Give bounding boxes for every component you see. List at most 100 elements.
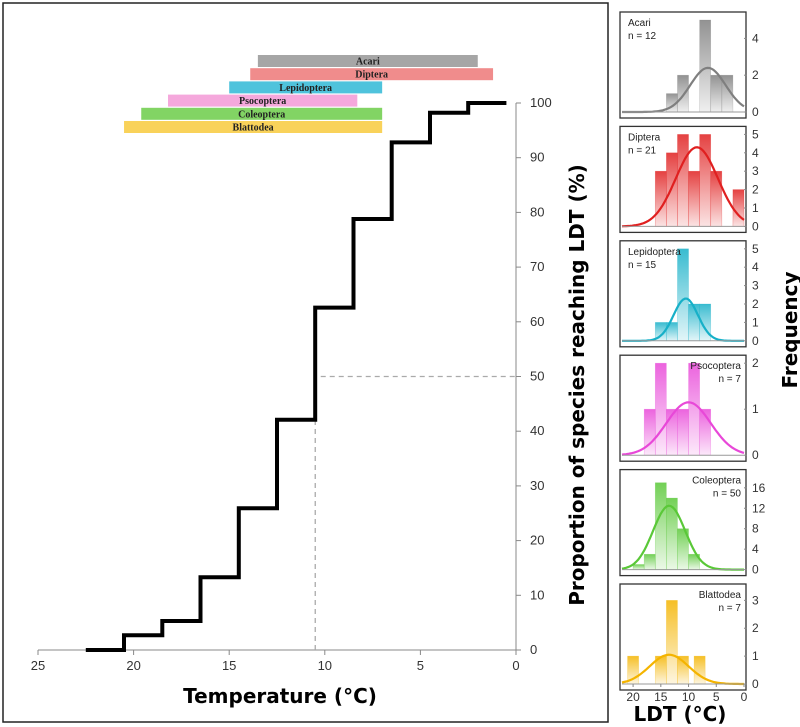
hist-y-tick-label: 8	[752, 522, 759, 536]
y-tick-label: 50	[530, 369, 544, 384]
range-bar-label: Blattodea	[233, 123, 274, 134]
y-tick-label: 70	[530, 259, 544, 274]
range-bar-blattodea	[124, 121, 383, 133]
panel-n-label: n = 7	[718, 603, 741, 614]
panel-n-label: n = 50	[713, 489, 742, 500]
range-bar-label: Lepidoptera	[279, 83, 332, 94]
panel-n-label: n = 15	[628, 260, 657, 271]
hist-y-tick-label: 0	[752, 105, 759, 119]
panel-n-label: n = 7	[718, 374, 741, 385]
panel-taxon-label: Blattodea	[699, 590, 742, 601]
fitted-curve	[621, 401, 745, 456]
hist-y-tick-label: 5	[752, 127, 759, 141]
hist-y-tick-label: 0	[752, 448, 759, 462]
range-bar-acari	[257, 55, 478, 67]
hist-y-tick-label: 2	[752, 356, 759, 370]
range-bar-label: Diptera	[355, 70, 388, 81]
hist-y-tick-label: 0	[752, 563, 759, 577]
y-tick-label: 20	[530, 533, 544, 548]
histogram-bar	[710, 170, 723, 227]
range-bar-label: Acari	[356, 57, 380, 68]
histogram-panel-psocoptera: 0 1 2 Psocoptera n = 7	[619, 354, 759, 462]
range-bar-coleoptera	[141, 107, 383, 120]
reference-dashed-line	[314, 375, 516, 650]
range-bar-label: Coleoptera	[238, 109, 285, 120]
cumulative-step-line	[85, 101, 507, 652]
histogram-bar	[688, 362, 700, 456]
histogram-panel-blattodea: 0 1 2 3 Blattodea n = 7 20 15 10 5 0	[619, 583, 759, 704]
hist-y-tick-label: 0	[752, 334, 759, 348]
y-tick-label: 0	[530, 642, 537, 657]
histogram-panel-acari: 0 2 4 Acari n = 12	[619, 11, 759, 119]
histogram-bar	[710, 74, 723, 113]
hist-y-tick-label: 1	[752, 315, 759, 329]
x-axis-title: Temperature (°C)	[183, 684, 377, 708]
hist-y-tick-label: 2	[752, 621, 759, 635]
hist-y-tick-label: 4	[752, 260, 759, 274]
hist-y-tick-label: 1	[752, 402, 759, 416]
panel-taxon-label: Coleoptera	[692, 476, 741, 487]
histogram-bar	[688, 170, 700, 227]
hist-y-tick-label: 3	[752, 164, 759, 178]
hist-y-tick-label: 4	[752, 146, 759, 160]
panel-taxon-label: Diptera	[628, 132, 661, 143]
histogram-bar	[666, 497, 678, 570]
panel-taxon-label: Psocoptera	[690, 361, 741, 372]
x-tick-label: 15	[222, 658, 236, 673]
hist-y-tick-label: 3	[752, 593, 759, 607]
range-bar-lepidoptera	[229, 81, 383, 94]
hist-y-tick-label: 2	[752, 68, 759, 82]
y-tick-label: 100	[530, 95, 552, 110]
histogram-bar	[677, 74, 689, 113]
y-tick-label: 80	[530, 204, 544, 219]
x-tick-label: 10	[318, 658, 332, 673]
range-bars: Acari Diptera Lepidoptera Psocoptera Coleopt…	[124, 55, 494, 134]
y-axis-title: Proportion of species reaching LDT (%)	[565, 164, 589, 606]
hist-x-tick-label: 0	[741, 690, 748, 704]
panel-taxon-label: Lepidoptera	[628, 247, 681, 258]
histogram-bar	[632, 564, 645, 570]
y-tick-label: 60	[530, 314, 544, 329]
fitted-curve	[621, 146, 745, 228]
hist-y-tick-label: 16	[752, 481, 766, 495]
hist-x-tick-label: 5	[713, 690, 720, 704]
hist-y-tick-label: 1	[752, 201, 759, 215]
y-tick-label: 10	[530, 587, 544, 602]
histogram-bar	[732, 189, 745, 227]
y-tick-label: 30	[530, 478, 544, 493]
range-bar-diptera	[250, 68, 494, 81]
x-tick-label: 5	[417, 658, 424, 673]
histogram-bar	[677, 134, 689, 227]
step-layer	[85, 101, 507, 652]
panel-n-label: n = 12	[628, 31, 657, 42]
histogram-panel-lepidoptera: 0 1 2 3 4 5 Lepidoptera n = 15	[619, 240, 759, 348]
hist-y-tick-label: 12	[752, 501, 766, 515]
histogram-bar	[677, 248, 689, 342]
hist-y-tick-label: 4	[752, 31, 759, 45]
histogram-bar	[654, 170, 667, 227]
main-panel-frame	[2, 2, 609, 723]
histogram-bar	[677, 408, 689, 456]
histogram-bar	[654, 362, 667, 456]
hist-y-tick-label: 5	[752, 242, 759, 256]
hist-y-tick-label: 0	[752, 677, 759, 691]
hist-y-tick-label: 1	[752, 649, 759, 663]
hist-x-tick-label: 10	[682, 690, 696, 704]
hist-y-tick-label: 2	[752, 183, 759, 197]
hist-y-tick-label: 2	[752, 297, 759, 311]
fitted-curve	[621, 653, 744, 686]
range-bar-psocoptera	[168, 94, 358, 107]
histogram-x-axis-title: LDT (°C)	[634, 702, 727, 726]
hist-x-tick-label: 15	[654, 690, 668, 704]
hist-y-tick-label: 0	[752, 219, 759, 233]
histogram-bar	[693, 655, 706, 685]
x-tick-label: 25	[31, 658, 45, 673]
panel-n-label: n = 21	[628, 145, 657, 156]
y-tick-label: 40	[530, 423, 544, 438]
histogram-panel-coleoptera: 0 4 8 12 16 Coleoptera n = 50	[619, 468, 766, 577]
x-tick-label: 20	[126, 658, 140, 673]
hist-x-tick-label: 20	[626, 690, 640, 704]
